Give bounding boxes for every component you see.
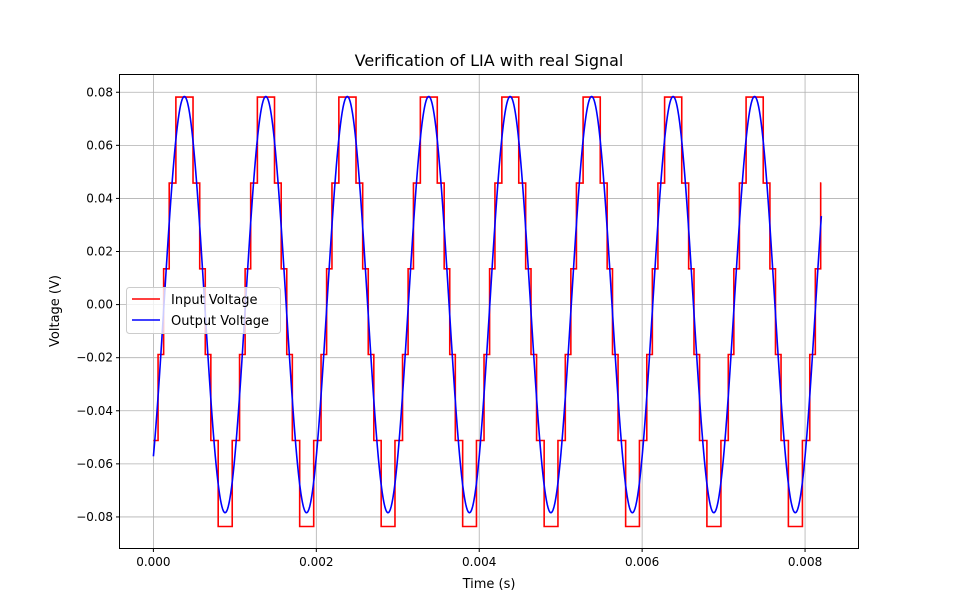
legend-box — [126, 287, 281, 334]
plot-frame — [119, 74, 859, 549]
x-axis-label: Time (s) — [462, 577, 516, 592]
y-tick-label: 0.02 — [86, 245, 113, 259]
series-layer — [152, 95, 823, 528]
y-tick-label: −0.08 — [76, 510, 113, 524]
ticks-layer: 0.000 0.002 0.004 0.006 0.008 −0.08 −0.06 −0.04… — [76, 85, 822, 569]
legend-label-output-voltage: Output Voltage — [171, 314, 269, 329]
x-tick-label: 0.006 — [625, 555, 659, 569]
y-tick-label: −0.04 — [76, 404, 113, 418]
x-tick-label: 0.000 — [136, 555, 170, 569]
y-tick-label: −0.06 — [76, 457, 113, 471]
x-tick-label: 0.008 — [788, 555, 822, 569]
y-tick-label: −0.02 — [76, 351, 113, 365]
chart-title: Verification of LIA with real Signal — [355, 51, 624, 70]
y-axis-label: Voltage (V) — [48, 275, 63, 347]
y-tick-label: 0.00 — [86, 298, 113, 312]
y-tick-label: 0.04 — [86, 191, 113, 205]
y-tick-label: 0.06 — [86, 138, 113, 152]
y-tick-label: 0.08 — [86, 85, 113, 99]
x-tick-label: 0.004 — [462, 555, 496, 569]
x-tick-label: 0.002 — [299, 555, 333, 569]
legend: Input Voltage Output Voltage — [126, 287, 281, 334]
series-output-voltage-line — [152, 95, 823, 514]
legend-label-input-voltage: Input Voltage — [171, 293, 258, 308]
